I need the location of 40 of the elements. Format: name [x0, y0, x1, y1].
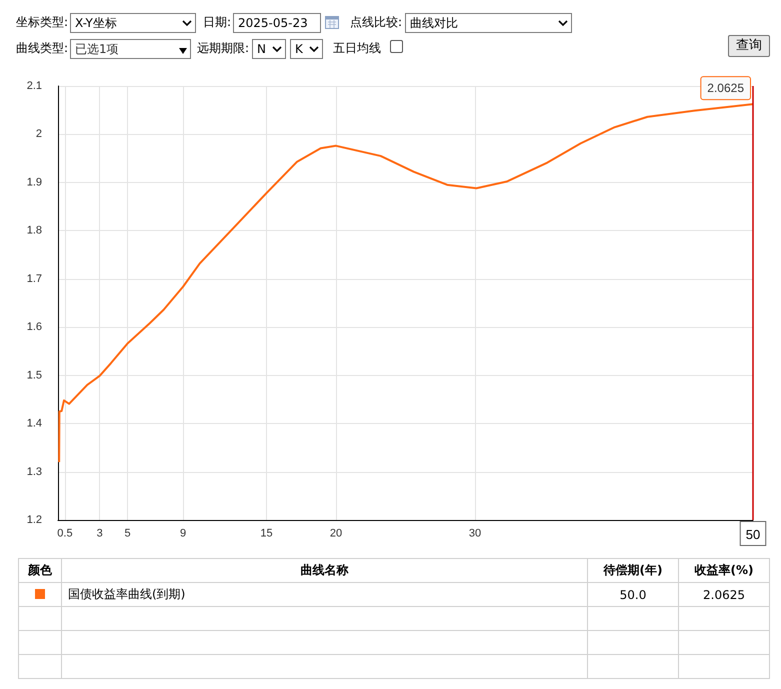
text: 2025-05-23: [238, 16, 308, 30]
ref-line-label: 50: [746, 527, 760, 542]
text: 待偿期(年): [588, 558, 678, 582]
text: 2.0625: [678, 582, 770, 606]
y-tick-label: 1.2: [26, 514, 42, 526]
x-tick-label: 5: [124, 528, 131, 540]
y-tick-label: 1.6: [26, 321, 42, 334]
annotation: 2.0625: [707, 81, 744, 96]
line-series: [58, 103, 754, 464]
text: 远期期限:: [197, 41, 250, 55]
text: 收益率(%): [678, 558, 770, 582]
text: 点线比较:: [350, 15, 402, 29]
x-tick-label: 20: [330, 528, 342, 540]
y-tick-label: 1.5: [26, 369, 42, 382]
text: 曲线名称: [62, 558, 588, 582]
y-tick-label: 1.9: [26, 176, 42, 188]
text: 日期:: [203, 15, 232, 29]
text: 查询: [736, 38, 762, 53]
text: 五日均线: [333, 41, 381, 55]
y-tick-label: 1.8: [26, 224, 42, 237]
text: 坐标类型:: [16, 15, 68, 29]
x-tick-label: 0.5: [57, 528, 73, 540]
y-tick-label: 2: [36, 128, 42, 140]
x-tick-label: 30: [468, 528, 482, 540]
legend-label: 国债收益率曲线(到期): [62, 582, 588, 606]
text: 颜色: [18, 558, 62, 582]
x-tick-label: 9: [180, 528, 186, 540]
text: N: [257, 42, 266, 56]
x-tick-label: 15: [260, 528, 273, 540]
y-tick-label: 1.4: [26, 418, 42, 430]
text: 已选1项: [75, 42, 119, 56]
y-tick-label: 1.7: [26, 272, 42, 285]
text: 曲线类型:: [16, 41, 68, 55]
text: X-Y坐标: [75, 16, 117, 30]
y-tick-label: 1.3: [26, 466, 42, 478]
y-tick-label: 2.1: [26, 80, 42, 92]
text: 曲线对比: [410, 16, 458, 30]
text: K: [295, 42, 303, 56]
text: 50.0: [588, 582, 678, 606]
x-tick-label: 3: [96, 528, 103, 540]
